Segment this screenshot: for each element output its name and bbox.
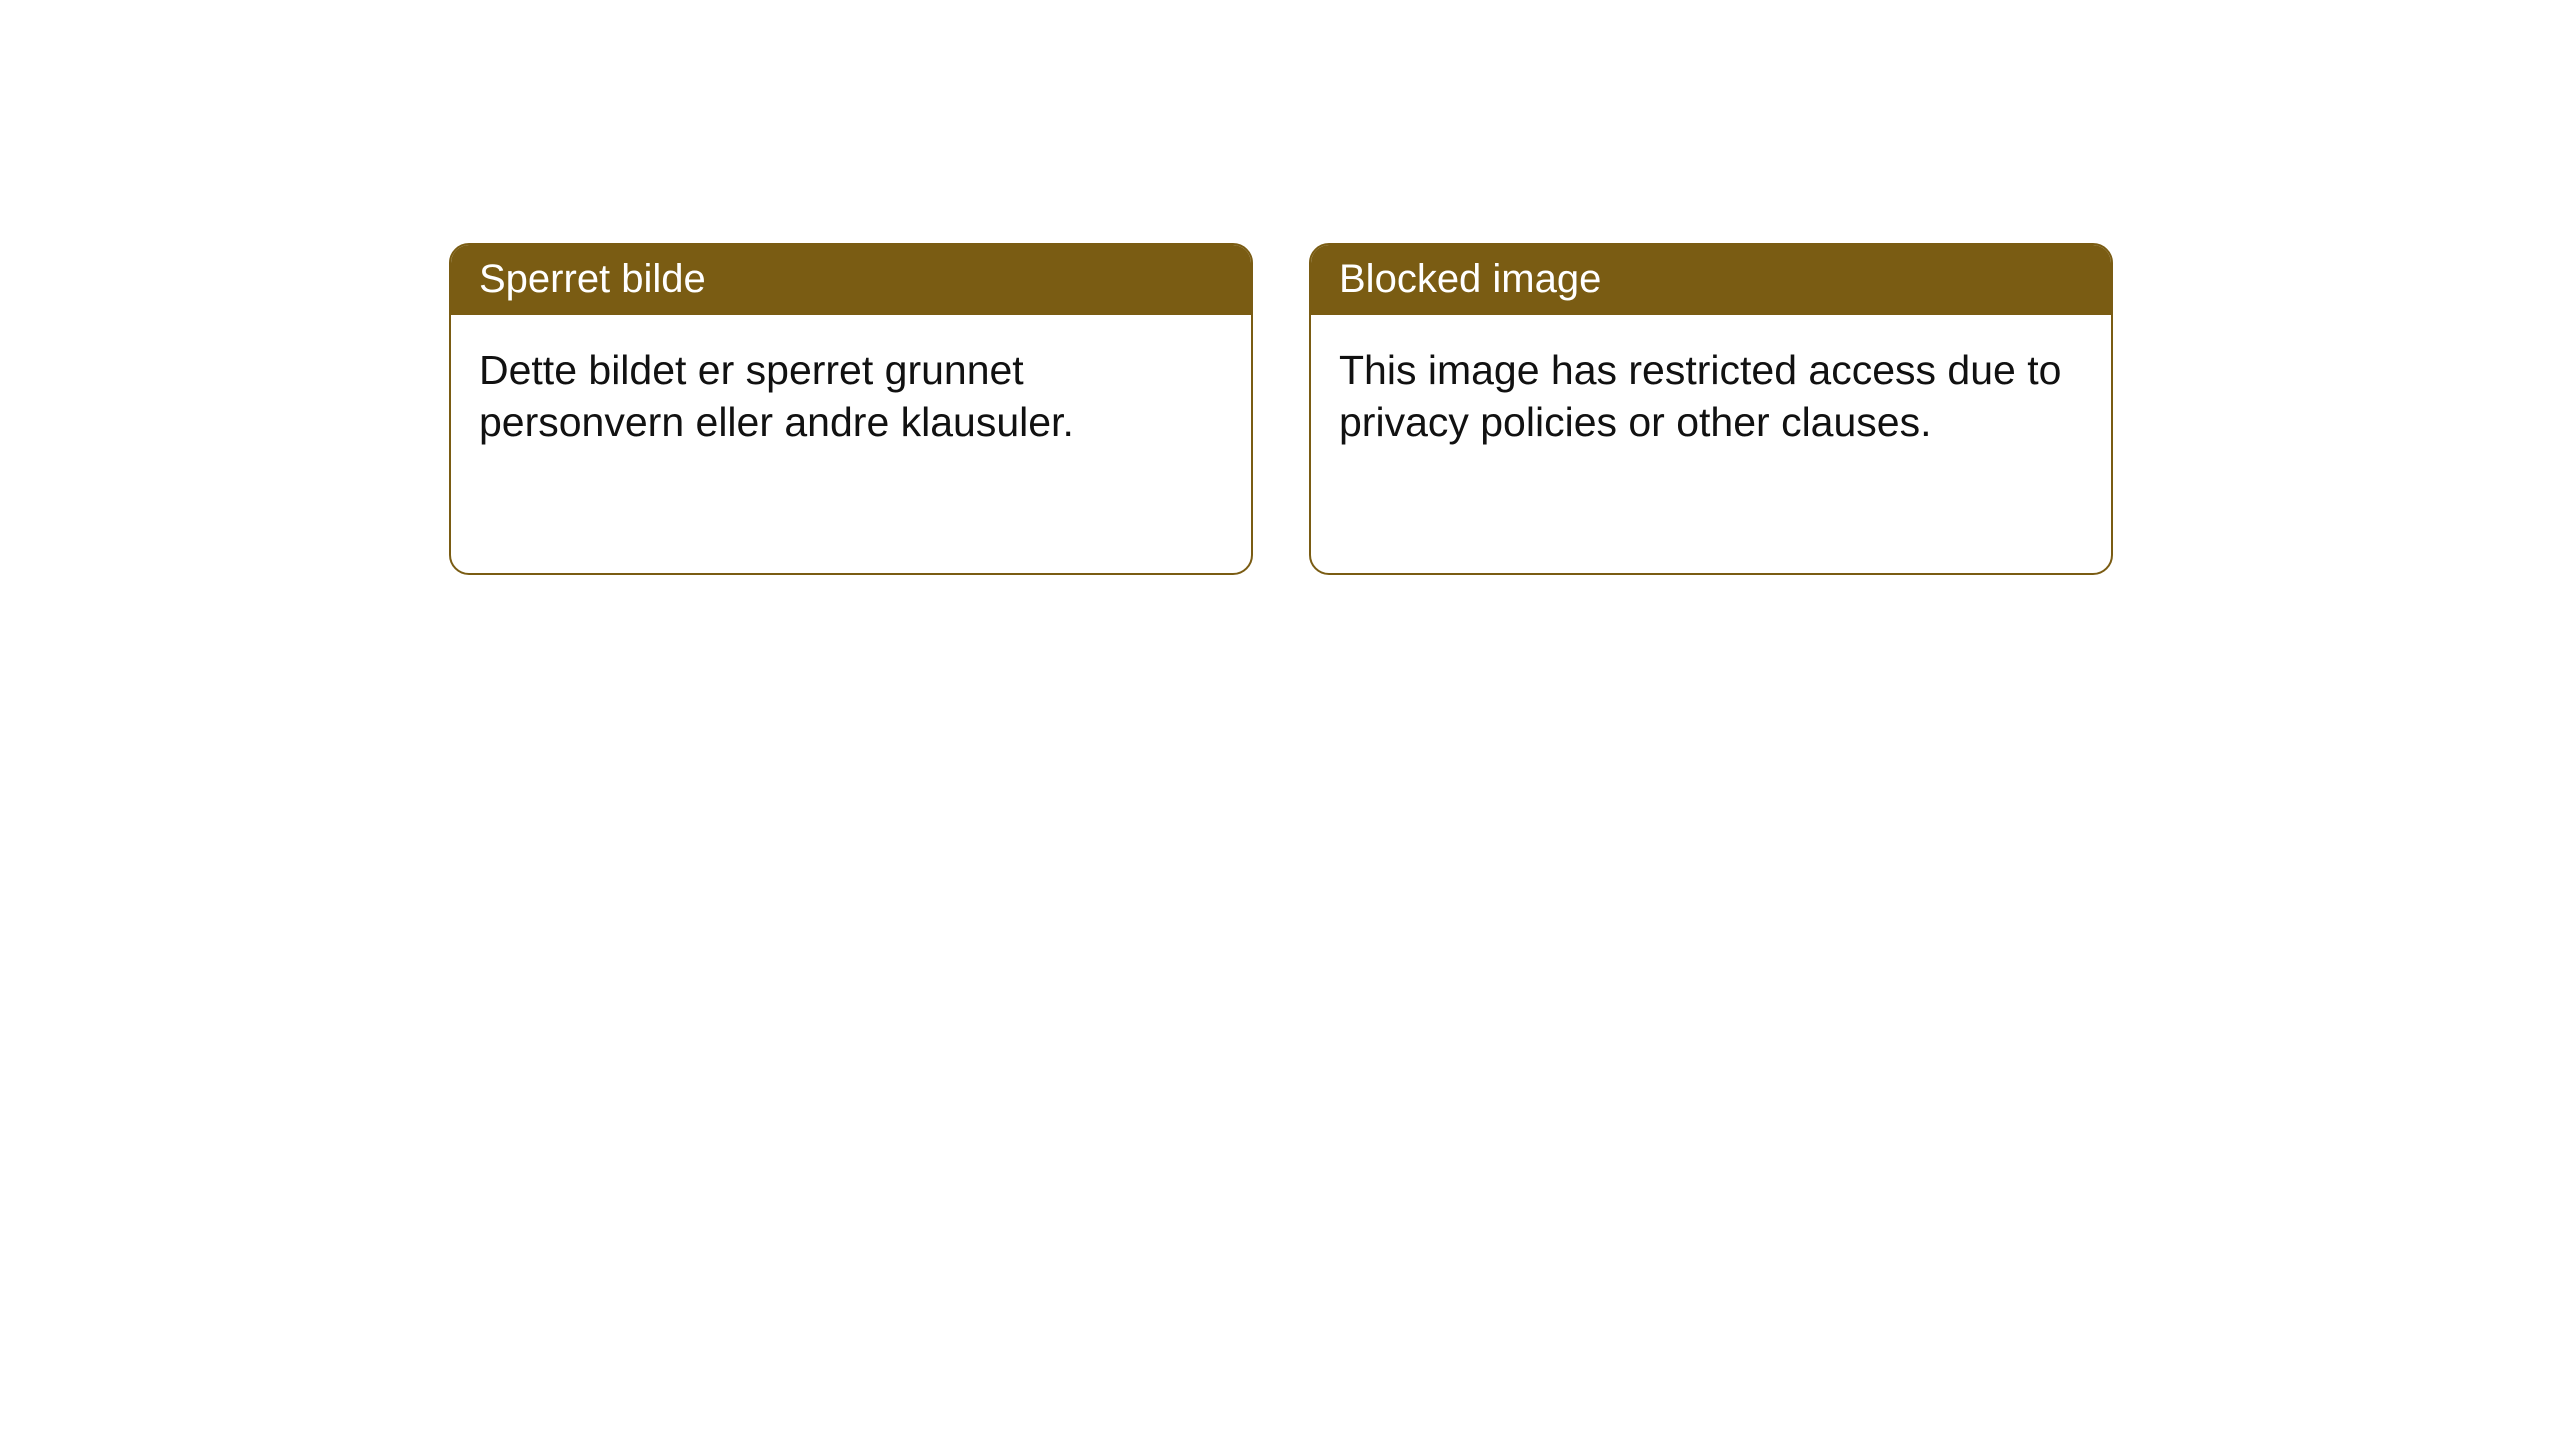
notice-header: Sperret bilde xyxy=(451,245,1251,315)
notice-card-english: Blocked image This image has restricted … xyxy=(1309,243,2113,575)
notice-container: Sperret bilde Dette bildet er sperret gr… xyxy=(0,0,2560,575)
notice-body: This image has restricted access due to … xyxy=(1311,315,2111,476)
notice-body: Dette bildet er sperret grunnet personve… xyxy=(451,315,1251,476)
notice-header: Blocked image xyxy=(1311,245,2111,315)
notice-card-norwegian: Sperret bilde Dette bildet er sperret gr… xyxy=(449,243,1253,575)
